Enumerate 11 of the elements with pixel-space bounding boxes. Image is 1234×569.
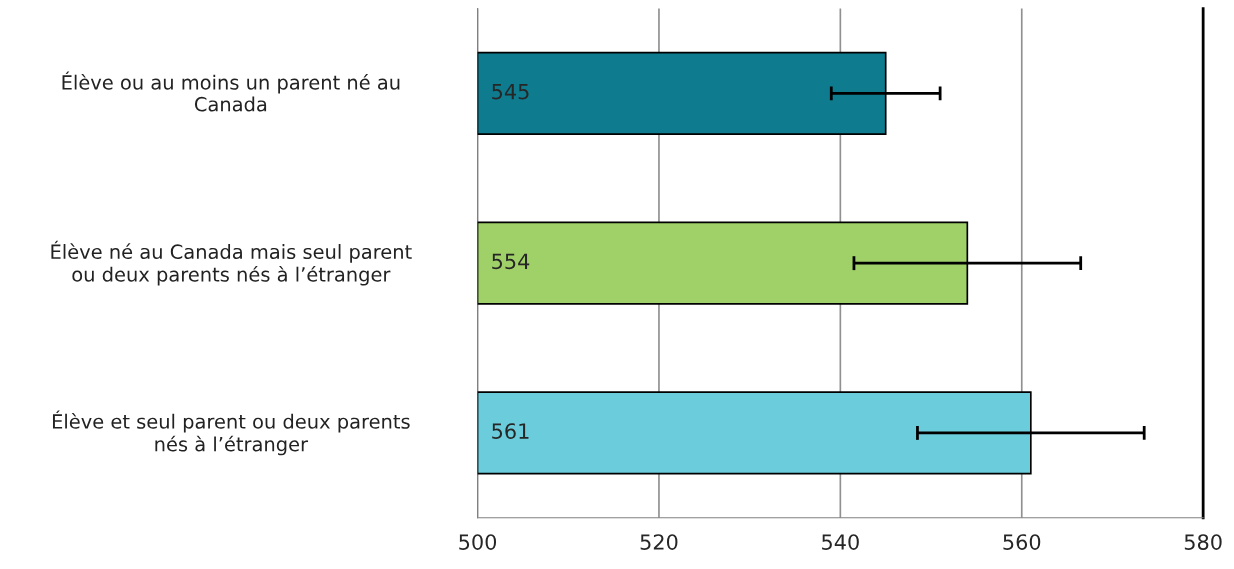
y-tick-label: Élève et seul parent ou deux parents nés à l’étranger <box>52 410 410 456</box>
data-label: 554 <box>492 253 530 270</box>
x-tick-label: 560 <box>1003 534 1041 550</box>
x-tick-label: 580 <box>1184 534 1222 550</box>
y-tick-label: Élève né au Canada mais seul parent ou deux parents nés à l’étranger <box>51 240 412 286</box>
x-tick-label: 540 <box>822 534 859 550</box>
x-tick-label: 500 <box>459 534 497 550</box>
data-label: 545 <box>492 83 529 100</box>
x-tick-label: 520 <box>640 534 678 550</box>
y-tick-label: Élève ou au moins un parent né au Canada <box>62 71 400 112</box>
data-label: 561 <box>492 423 529 439</box>
